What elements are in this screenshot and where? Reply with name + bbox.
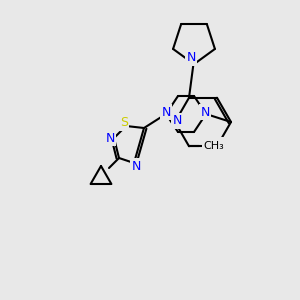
Text: N: N xyxy=(131,160,141,172)
Text: CH₃: CH₃ xyxy=(203,141,224,151)
Text: N: N xyxy=(172,115,182,128)
Text: N: N xyxy=(105,131,115,145)
Text: S: S xyxy=(120,116,128,130)
Text: N: N xyxy=(186,51,196,64)
Text: N: N xyxy=(161,106,171,118)
Text: N: N xyxy=(214,139,224,152)
Text: N: N xyxy=(200,106,210,118)
